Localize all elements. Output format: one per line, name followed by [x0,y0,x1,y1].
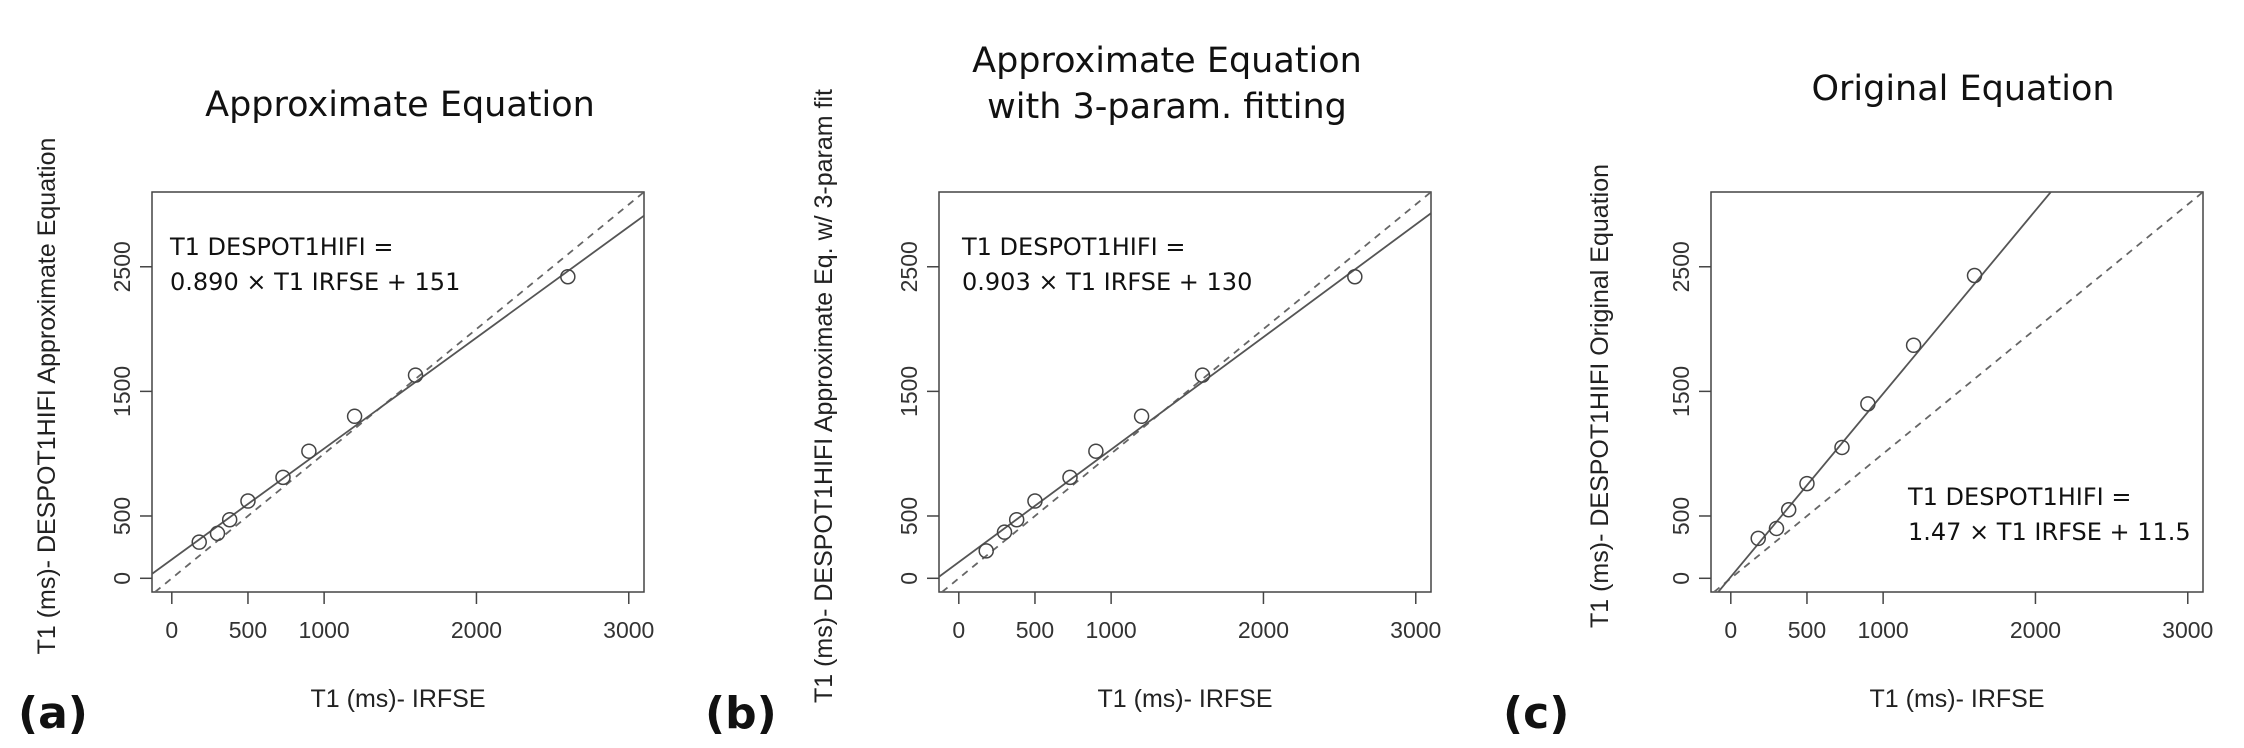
x-tick-label: 1000 [1086,617,1137,643]
y-tick-label: 0 [109,572,135,585]
data-point [1347,268,1363,285]
x-axis-label: T1 (ms)- IRFSE [311,685,486,713]
data-point [240,493,256,509]
x-tick-label: 500 [229,617,267,643]
data-point [275,469,291,486]
y-axis-label: T1 (ms)- DESPOT1HIFI Approximate Equatio… [33,138,61,655]
data-point [209,525,226,542]
data-point [978,543,994,559]
chart-title: Approximate Equation [972,41,1362,81]
data-point [1027,493,1043,509]
chart-title: Original Equation [1811,69,2114,109]
data-point [301,443,317,459]
y-tick-label: 1500 [109,366,135,417]
y-tick-label: 500 [896,497,922,535]
x-tick-label: 500 [1788,617,1826,643]
data-point [1194,367,1211,383]
data-point [560,268,576,285]
data-point [1008,511,1025,528]
chart-title: Approximate Equation [205,85,595,125]
x-tick-label: 2000 [2010,617,2061,643]
data-point [1088,443,1104,459]
data-point [1966,267,1983,284]
panel-label: (c) [1503,688,1569,739]
y-axis-label: T1 (ms)- DESPOT1HIFI Original Equation [1586,164,1614,628]
data-point [1780,502,1797,518]
y-tick-label: 2500 [896,241,922,292]
equation-annotation: T1 DESPOT1HIFI = [1907,483,2131,511]
data-point [1834,439,1850,456]
data-point [1768,520,1785,537]
x-tick-label: 0 [165,617,178,643]
y-tick-label: 2500 [109,241,135,292]
data-point [191,534,207,550]
x-tick-label: 3000 [603,617,654,643]
x-axis-label: T1 (ms)- IRFSE [1098,685,1273,713]
y-tick-label: 500 [1668,497,1694,535]
x-tick-label: 0 [952,617,965,643]
fit-line [1717,192,2053,592]
panel-label: (a) [18,688,88,739]
x-tick-label: 3000 [1390,617,1441,643]
y-axis-label: T1 (ms)- DESPOT1HIFI Approximate Eq. w/ … [810,89,838,703]
x-tick-label: 1000 [1858,617,1909,643]
identity-line [154,192,644,592]
data-point [1062,469,1078,486]
equation-annotation: 1.47 × T1 IRFSE + 11.5 [1908,518,2191,546]
chart-title: with 3-param. fitting [987,87,1347,127]
y-tick-label: 1500 [1668,366,1694,417]
y-tick-label: 2500 [1668,241,1694,292]
x-axis-label: T1 (ms)- IRFSE [1870,685,2045,713]
y-tick-label: 0 [1668,572,1694,585]
data-point [1750,530,1766,547]
equation-annotation: T1 DESPOT1HIFI = [961,233,1185,261]
x-tick-label: 0 [1724,617,1737,643]
data-point [221,511,238,528]
x-tick-label: 2000 [451,617,502,643]
identity-line [1713,192,2203,592]
y-tick-label: 1500 [896,366,922,417]
chart-panel-3: Original Equation (c) 0 500 1000 2000 3000 0 500… [1503,69,2213,739]
equation-annotation: 0.890 × T1 IRFSE + 151 [170,268,460,296]
data-point [1860,396,1876,412]
y-tick-label: 0 [896,572,922,585]
chart-panel-1: Approximate Equation (a) 0 500 1000 2000 3000 0… [18,85,654,739]
data-point [346,408,363,425]
identity-line [941,192,1431,592]
data-point [1905,337,1922,354]
x-tick-label: 2000 [1238,617,1289,643]
equation-annotation: 0.903 × T1 IRFSE + 130 [962,268,1252,296]
data-point [1799,475,1815,492]
panel-label: (b) [705,688,777,739]
data-point [996,524,1013,540]
x-tick-label: 500 [1016,617,1054,643]
y-tick-label: 500 [109,497,135,535]
data-point [407,367,424,383]
data-point [1133,408,1150,425]
chart-panel-2: Approximate Equation with 3-param. fittin… [705,41,1441,739]
equation-annotation: T1 DESPOT1HIFI = [169,233,393,261]
x-tick-label: 1000 [299,617,350,643]
x-tick-label: 3000 [2162,617,2213,643]
